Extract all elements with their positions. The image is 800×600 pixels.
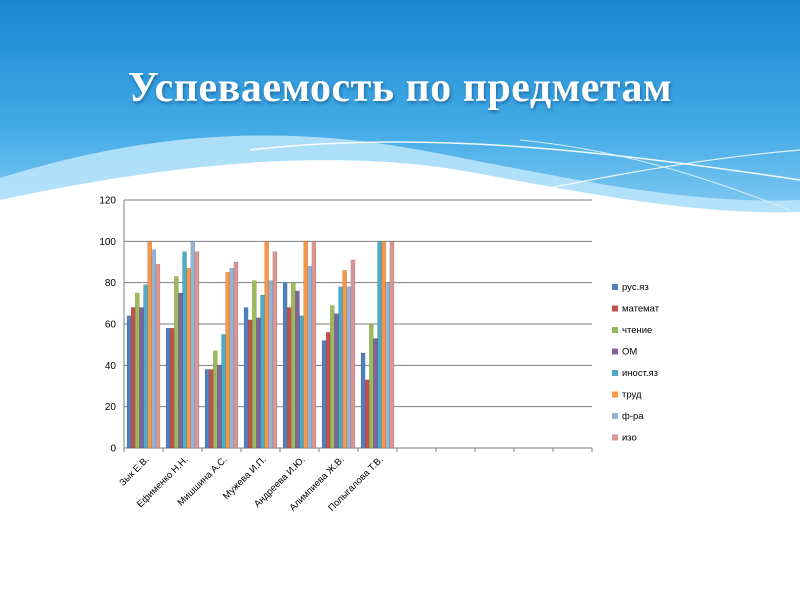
bar-изо-1 — [194, 251, 200, 449]
bar-иност.яз-4 — [299, 315, 304, 449]
bar-ОМ-2 — [217, 365, 222, 449]
y-tick-label: 80 — [105, 278, 117, 289]
legend-label-труд: труд — [622, 390, 642, 401]
bar-математ-2 — [208, 369, 214, 449]
bar-ф-ра-4 — [307, 265, 313, 449]
bar-иност.яз-6 — [377, 241, 382, 449]
bar-изо-5 — [350, 259, 356, 449]
bar-математ-6 — [364, 379, 370, 449]
bar-ф-ра-2 — [229, 268, 235, 449]
bar-ОМ-5 — [334, 313, 339, 449]
bar-труд-2 — [225, 272, 230, 449]
header-background — [0, 0, 800, 230]
bar-иност.яз-2 — [221, 334, 226, 449]
bar-ОМ-1 — [178, 292, 183, 449]
bar-ОМ-0 — [139, 307, 144, 449]
bar-иност.яз-1 — [182, 251, 187, 449]
legend-swatch-изо — [612, 434, 618, 441]
bar-ф-ра-5 — [346, 286, 352, 449]
bar-труд-4 — [303, 241, 308, 449]
bar-труд-5 — [342, 270, 347, 449]
bar-рус.яз-0 — [126, 315, 132, 449]
bar-рус.яз-2 — [204, 369, 210, 449]
bar-чтение-4 — [291, 282, 296, 449]
y-tick-label: 60 — [105, 320, 117, 331]
bar-иност.яз-5 — [338, 286, 343, 449]
legend-label-чтение: чтение — [622, 325, 652, 336]
bar-математ-0 — [130, 307, 136, 449]
header-wave-white — [0, 160, 800, 230]
y-tick-label: 100 — [99, 237, 116, 248]
bar-ОМ-4 — [295, 290, 300, 449]
bar-чтение-0 — [135, 292, 140, 449]
legend-swatch-чтение — [612, 327, 618, 333]
header-wave-line-3 — [519, 139, 791, 211]
bar-математ-3 — [247, 319, 253, 449]
bar-иност.яз-0 — [143, 284, 148, 449]
y-tick-label: 40 — [105, 361, 117, 372]
x-category-label: Зык Е.В. — [117, 454, 151, 488]
bar-труд-0 — [147, 241, 152, 449]
legend-label-иност.яз: иност.яз — [622, 368, 658, 379]
bar-чтение-5 — [330, 305, 335, 449]
legend-label-рус.яз: рус.яз — [622, 282, 649, 293]
bar-рус.яз-1 — [165, 327, 171, 449]
bar-ф-ра-0 — [151, 249, 157, 449]
bar-изо-4 — [311, 241, 317, 449]
legend-swatch-ОМ — [612, 348, 618, 355]
header-wave-line-1 — [249, 141, 800, 181]
legend-label-математ: математ — [622, 304, 660, 315]
legend-swatch-труд — [612, 391, 618, 398]
bar-чтение-6 — [369, 323, 374, 449]
bar-чтение-3 — [252, 280, 257, 449]
bar-чтение-2 — [213, 350, 218, 449]
legend-swatch-иност.яз — [612, 370, 618, 376]
bar-рус.яз-5 — [321, 340, 327, 449]
bar-рус.яз-3 — [243, 307, 249, 449]
bar-изо-3 — [272, 251, 278, 449]
header-wave-line-2 — [419, 149, 800, 216]
legend-label-ф-ра: ф-ра — [622, 411, 644, 422]
bar-изо-2 — [233, 261, 239, 449]
bar-ОМ-3 — [256, 317, 261, 449]
legend-label-ОМ: ОМ — [622, 347, 637, 358]
bar-труд-6 — [381, 241, 386, 449]
bar-иност.яз-3 — [260, 294, 265, 449]
legend-label-изо: изо — [622, 433, 637, 444]
legend-swatch-рус.яз — [612, 284, 618, 290]
legend-swatch-математ — [612, 305, 618, 312]
bar-ф-ра-3 — [268, 280, 274, 449]
legend-swatch-ф-ра — [612, 413, 618, 419]
y-tick-label: 0 — [110, 444, 116, 455]
slide-title: Успеваемость по предметам — [127, 65, 673, 111]
bar-труд-3 — [264, 241, 269, 449]
bar-ф-ра-6 — [385, 282, 391, 449]
y-tick-label: 120 — [99, 196, 116, 207]
bar-изо-0 — [155, 263, 161, 449]
bar-изо-6 — [389, 241, 395, 449]
y-tick-label: 20 — [105, 402, 117, 413]
bar-ОМ-6 — [373, 338, 378, 449]
bar-математ-5 — [325, 332, 331, 449]
bar-ф-ра-1 — [190, 241, 196, 449]
bar-рус.яз-6 — [360, 352, 366, 449]
bar-математ-1 — [169, 327, 175, 449]
bar-рус.яз-4 — [282, 282, 288, 449]
bar-чтение-1 — [174, 276, 179, 449]
bar-математ-4 — [286, 307, 292, 449]
bar-труд-1 — [186, 268, 191, 449]
